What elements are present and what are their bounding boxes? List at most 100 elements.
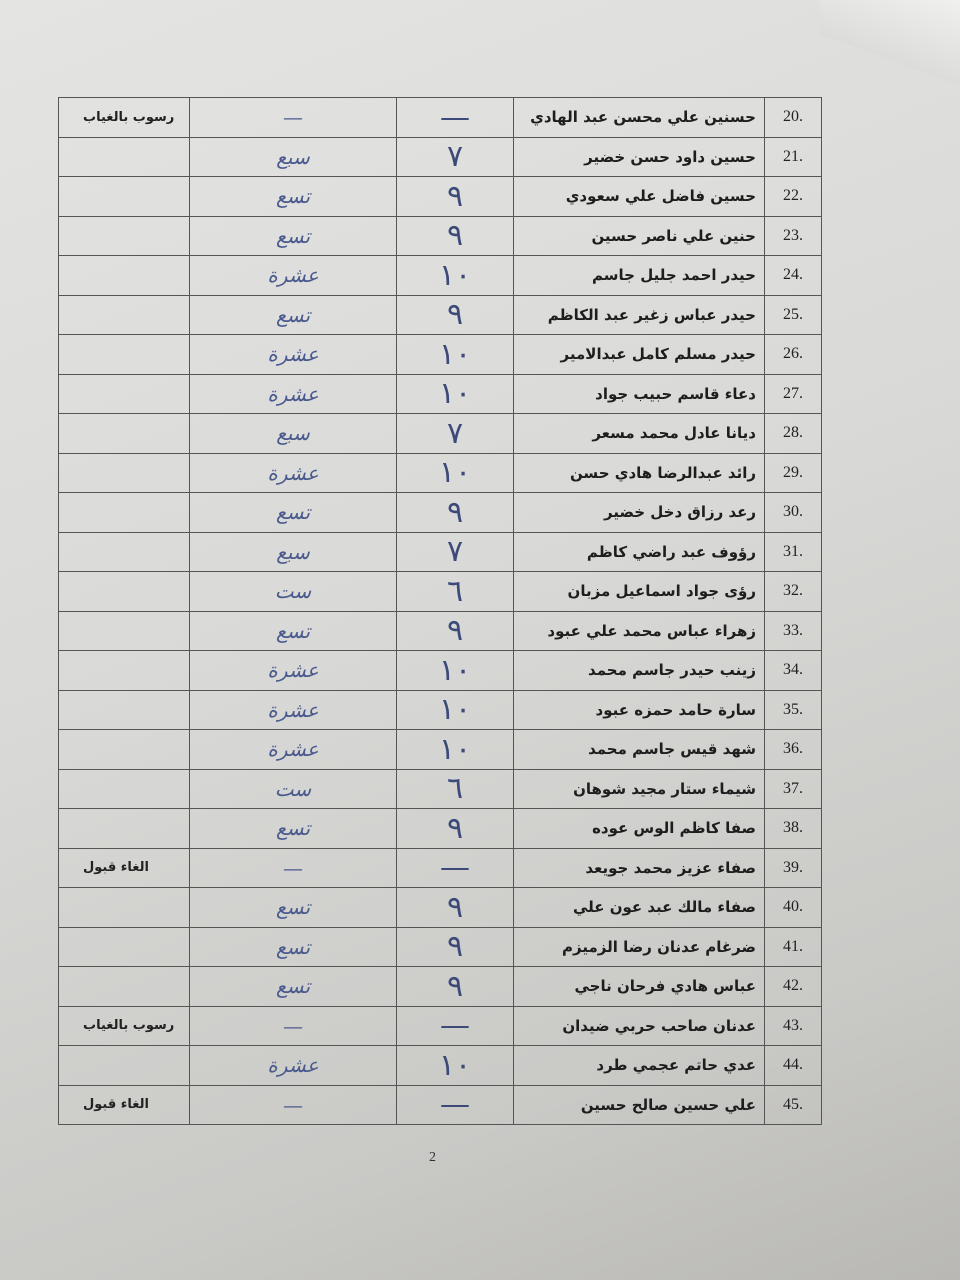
table-row: 21. حسين داود حسن خضير ٧ سبع <box>58 136 822 177</box>
table-row: 29. رائد عبدالرضا هادي حسن ١٠ عشرة <box>58 452 822 493</box>
table-row: 31. رؤوف عبد راضي كاظم ٧ سبع <box>58 531 822 572</box>
student-name: حنين علي ناصر حسين <box>513 215 765 256</box>
grade-words: تسع <box>189 215 397 256</box>
grade-digits: ٧ <box>396 531 514 572</box>
grade-words: تسع <box>189 926 397 967</box>
student-name: رعد رزاق دخل خضير <box>513 492 765 533</box>
remark <box>58 966 190 1007</box>
remark <box>58 926 190 967</box>
grade-digits: ٩ <box>396 926 514 967</box>
grade-digits: ٩ <box>396 887 514 928</box>
remark <box>58 610 190 651</box>
student-name: رؤوف عبد راضي كاظم <box>513 531 765 572</box>
grades-table: 20. حسنين علي محسن عبد الهادي — — رسوب بالغي… <box>58 97 822 1125</box>
row-number: 39. <box>764 847 822 888</box>
grade-words: عشرة <box>189 729 397 770</box>
table-row: 37. شيماء ستار مجيد شوهان ٦ ست <box>58 768 822 809</box>
grade-words: تسع <box>189 808 397 849</box>
table-row: 26. حيدر مسلم كامل عبدالامير ١٠ عشرة <box>58 334 822 375</box>
grade-digits: ٩ <box>396 176 514 217</box>
remark <box>58 887 190 928</box>
table-row: 44. عدي حاتم عجمي طرد ١٠ عشرة <box>58 1045 822 1086</box>
grade-digits: ١٠ <box>396 452 514 493</box>
table-row: 32. رؤى جواد اسماعيل مزبان ٦ ست <box>58 571 822 612</box>
remark <box>58 1045 190 1086</box>
remark: رسوب بالغياب <box>58 97 190 138</box>
row-number: 25. <box>764 294 822 335</box>
grade-digits: ١٠ <box>396 1045 514 1086</box>
remark <box>58 768 190 809</box>
student-name: شهد قيس جاسم محمد <box>513 729 765 770</box>
grade-digits: ١٠ <box>396 373 514 414</box>
remark <box>58 808 190 849</box>
table-row: 28. ديانا عادل محمد مسعر ٧ سبع <box>58 413 822 454</box>
grade-words: عشرة <box>189 1045 397 1086</box>
student-name: حيدر احمد جليل جاسم <box>513 255 765 296</box>
grade-words: عشرة <box>189 650 397 691</box>
student-name: علي حسين صالح حسين <box>513 1084 765 1125</box>
row-number: 24. <box>764 255 822 296</box>
grade-words: — <box>189 1084 397 1125</box>
row-number: 40. <box>764 887 822 928</box>
student-name: زهراء عباس محمد علي عبود <box>513 610 765 651</box>
grade-words: سبع <box>189 531 397 572</box>
remark <box>58 650 190 691</box>
grade-words: تسع <box>189 294 397 335</box>
grade-digits: — <box>396 847 514 888</box>
grade-words: سبع <box>189 413 397 454</box>
remark <box>58 531 190 572</box>
row-number: 30. <box>764 492 822 533</box>
grade-digits: ٧ <box>396 413 514 454</box>
student-name: صفا كاظم الوس عوده <box>513 808 765 849</box>
student-name: حيدر مسلم كامل عبدالامير <box>513 334 765 375</box>
row-number: 22. <box>764 176 822 217</box>
table-row: 43. عدنان صاحب حربي ضيدان — — رسوب بالغياب <box>58 1005 822 1046</box>
row-number: 45. <box>764 1084 822 1125</box>
remark <box>58 294 190 335</box>
grade-words: تسع <box>189 610 397 651</box>
grade-words: عشرة <box>189 255 397 296</box>
grade-words: عشرة <box>189 334 397 375</box>
remark <box>58 452 190 493</box>
table-row: 35. سارة حامد حمزه عبود ١٠ عشرة <box>58 689 822 730</box>
row-number: 23. <box>764 215 822 256</box>
page-fold <box>820 0 960 90</box>
student-name: صفاء عزيز محمد جويعد <box>513 847 765 888</box>
student-name: شيماء ستار مجيد شوهان <box>513 768 765 809</box>
row-number: 35. <box>764 689 822 730</box>
remark <box>58 492 190 533</box>
row-number: 20. <box>764 97 822 138</box>
student-name: عدي حاتم عجمي طرد <box>513 1045 765 1086</box>
student-name: صفاء مالك عبد عون علي <box>513 887 765 928</box>
table-row: 45. علي حسين صالح حسين — — الغاء قبول <box>58 1084 822 1125</box>
grade-words: عشرة <box>189 689 397 730</box>
row-number: 28. <box>764 413 822 454</box>
row-number: 33. <box>764 610 822 651</box>
table-row: 25. حيدر عباس زغير عبد الكاظم ٩ تسع <box>58 294 822 335</box>
table-row: 36. شهد قيس جاسم محمد ١٠ عشرة <box>58 729 822 770</box>
remark <box>58 215 190 256</box>
row-number: 31. <box>764 531 822 572</box>
remark: الغاء قبول <box>58 847 190 888</box>
remark <box>58 255 190 296</box>
remark <box>58 373 190 414</box>
grade-digits: — <box>396 1084 514 1125</box>
grade-words: عشرة <box>189 452 397 493</box>
row-number: 37. <box>764 768 822 809</box>
grade-words: — <box>189 847 397 888</box>
grade-words: ست <box>189 768 397 809</box>
remark <box>58 136 190 177</box>
student-name: سارة حامد حمزه عبود <box>513 689 765 730</box>
grade-digits: ٩ <box>396 492 514 533</box>
grade-digits: ٩ <box>396 610 514 651</box>
row-number: 38. <box>764 808 822 849</box>
grade-digits: — <box>396 1005 514 1046</box>
table-row: 23. حنين علي ناصر حسين ٩ تسع <box>58 215 822 256</box>
row-number: 42. <box>764 966 822 1007</box>
table-row: 34. زينب حيدر جاسم محمد ١٠ عشرة <box>58 650 822 691</box>
student-name: عباس هادي فرحان ناجي <box>513 966 765 1007</box>
grade-words: تسع <box>189 966 397 1007</box>
remark <box>58 413 190 454</box>
grade-digits: ٩ <box>396 808 514 849</box>
row-number: 32. <box>764 571 822 612</box>
